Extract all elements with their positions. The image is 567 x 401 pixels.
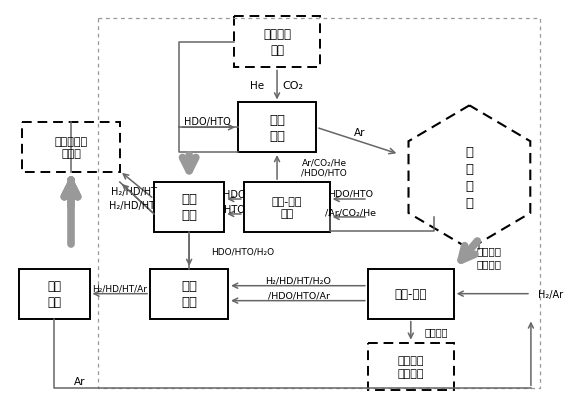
Text: H₂/Ar: H₂/Ar xyxy=(538,289,563,299)
Text: HDO/HTO: HDO/HTO xyxy=(184,117,231,127)
Text: HDO/HTO/H₂O: HDO/HTO/H₂O xyxy=(210,247,274,256)
Text: Ar/CO₂/He
/HDO/HTO: Ar/CO₂/He /HDO/HTO xyxy=(302,158,347,177)
Text: 氢同位素分
离系统: 氢同位素分 离系统 xyxy=(54,137,87,159)
Bar xyxy=(368,342,454,390)
Bar xyxy=(154,182,225,232)
Text: 废气除氚
系统: 废气除氚 系统 xyxy=(263,28,291,57)
Bar xyxy=(22,123,120,173)
Text: H₂/HD/HT/H₂O: H₂/HD/HT/H₂O xyxy=(265,275,332,285)
Bar xyxy=(98,18,540,389)
Text: 常温
吸附: 常温 吸附 xyxy=(181,279,197,308)
Bar xyxy=(19,269,90,319)
Text: 固体粉末
或气溶胶: 固体粉末 或气溶胶 xyxy=(476,246,501,268)
Text: /Ar/CO₂/He: /Ar/CO₂/He xyxy=(325,208,376,217)
Text: 高温过滤
浇注成型: 高温过滤 浇注成型 xyxy=(397,355,424,378)
Text: CO₂: CO₂ xyxy=(282,81,303,91)
Text: H₂/HD/HT/Ar: H₂/HD/HT/Ar xyxy=(92,284,147,292)
Text: 熔融-鼓泡: 熔融-鼓泡 xyxy=(395,288,427,300)
Text: He: He xyxy=(250,81,264,91)
Text: 液态金属: 液态金属 xyxy=(425,327,448,337)
Text: HDO: HDO xyxy=(223,190,246,200)
Text: Ar: Ar xyxy=(354,128,366,138)
Text: 低温
吸附: 低温 吸附 xyxy=(269,113,285,142)
Text: Ar: Ar xyxy=(74,377,86,387)
Text: /HDO/HTO/Ar: /HDO/HTO/Ar xyxy=(268,290,329,300)
Text: 钯膜
分离: 钯膜 分离 xyxy=(48,279,61,308)
Bar xyxy=(238,103,316,153)
Text: 聚
变
靶
室: 聚 变 靶 室 xyxy=(466,146,473,210)
Bar xyxy=(234,16,320,68)
Bar xyxy=(244,182,330,232)
Text: 冷凝-气液
分离: 冷凝-气液 分离 xyxy=(272,196,302,219)
Bar xyxy=(150,269,228,319)
Text: HDO/HTO: HDO/HTO xyxy=(328,189,373,198)
Text: HTO: HTO xyxy=(223,205,244,215)
Text: H₂/HD/HT: H₂/HD/HT xyxy=(108,200,155,211)
Text: H₂/HD/HT: H₂/HD/HT xyxy=(112,186,158,196)
Text: 金属
还原: 金属 还原 xyxy=(181,193,197,222)
Bar xyxy=(368,269,454,319)
